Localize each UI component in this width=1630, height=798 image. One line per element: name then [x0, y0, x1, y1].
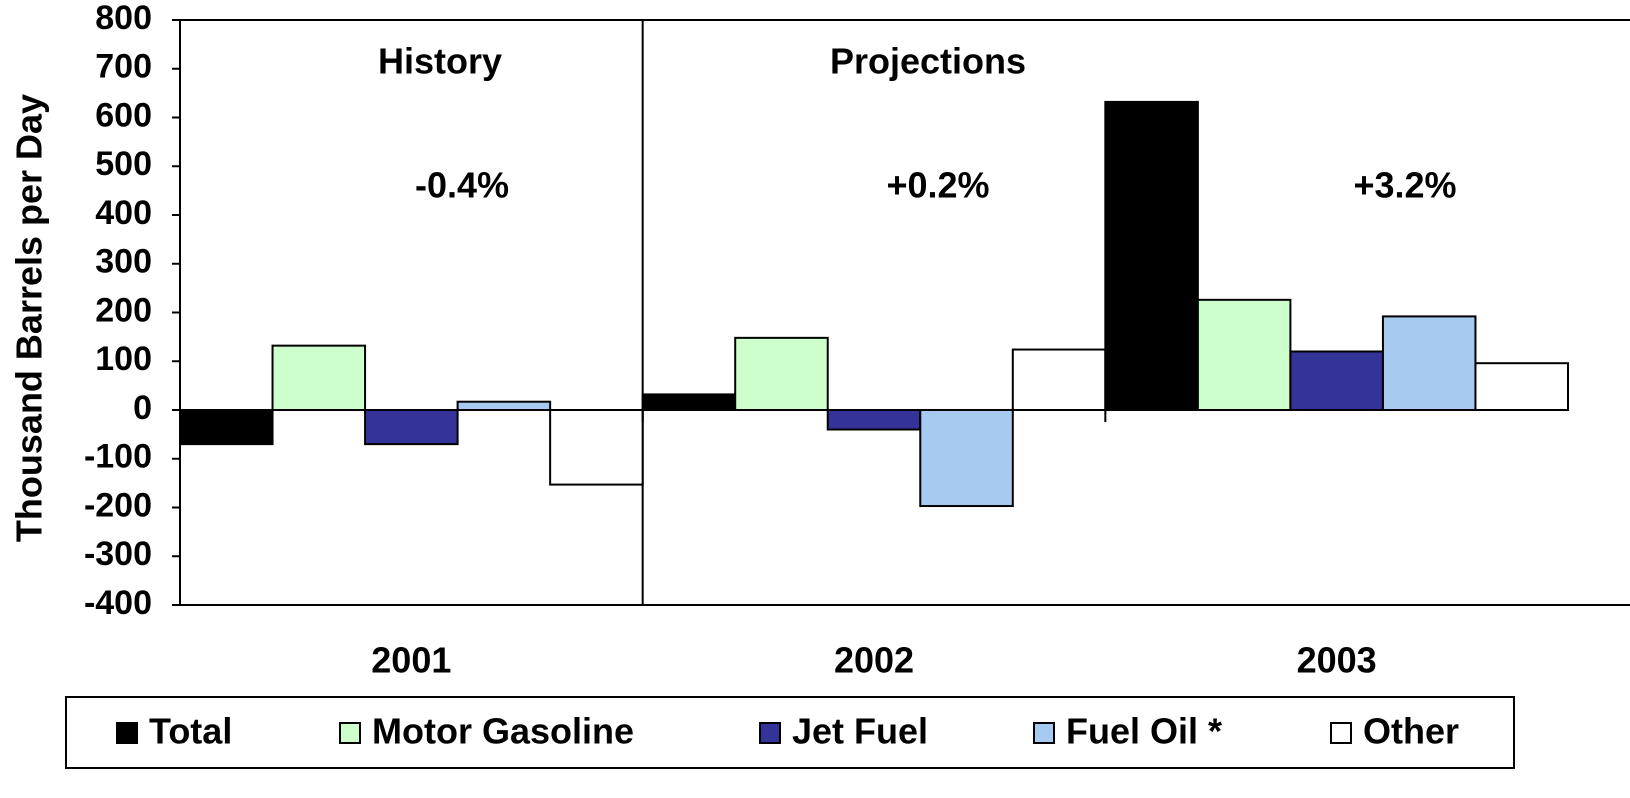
annotation: Projections [830, 41, 1026, 82]
bar [364, 409, 459, 446]
x-tick-label: 2002 [834, 640, 914, 681]
legend-swatch [1330, 722, 1352, 744]
bar [734, 336, 829, 412]
bar [826, 409, 922, 431]
bar [1011, 348, 1107, 411]
y-tick-label: 800 [95, 0, 152, 37]
annotation: +3.2% [1353, 165, 1456, 206]
x-tick-label: 2001 [371, 640, 451, 681]
y-tick-label: 0 [133, 389, 152, 427]
annotation: History [378, 41, 502, 82]
legend-box [65, 696, 1515, 769]
annotation: -0.4% [415, 165, 509, 206]
y-tick-label: 200 [95, 291, 152, 329]
legend-label: Motor Gasoline [372, 711, 634, 752]
y-tick-label: 300 [95, 243, 152, 281]
x-tick-label: 2003 [1297, 640, 1377, 681]
y-tick-label: 400 [95, 194, 152, 232]
y-tick-label: -400 [84, 584, 152, 622]
bar [549, 409, 644, 486]
y-tick-label: 700 [95, 48, 152, 86]
bar [1474, 362, 1570, 412]
bar [1196, 298, 1292, 412]
bar [179, 409, 274, 446]
bar [271, 344, 367, 411]
legend-label: Jet Fuel [792, 711, 928, 752]
annotation: +0.2% [886, 165, 989, 206]
bar [919, 409, 1014, 508]
y-tick-label: 500 [95, 145, 152, 183]
y-tick-label: 600 [95, 96, 152, 134]
bar [1104, 100, 1199, 412]
y-tick-label: 100 [95, 340, 152, 378]
legend-label: Fuel Oil * [1066, 711, 1222, 752]
legend-label: Total [149, 711, 232, 752]
legend-swatch [339, 722, 361, 744]
bar [1381, 315, 1477, 411]
y-tick-label: -200 [84, 486, 152, 524]
y-tick-label: -100 [84, 438, 152, 476]
legend-swatch [116, 722, 138, 744]
legend-label: Other [1363, 711, 1459, 752]
y-tick-label: -300 [84, 535, 152, 573]
bar [1289, 350, 1384, 411]
bar [456, 400, 552, 411]
legend-swatch [759, 722, 781, 744]
legend-swatch [1033, 722, 1055, 744]
y-axis-title: Thousand Barrels per Day [9, 94, 50, 542]
bar [641, 393, 737, 411]
